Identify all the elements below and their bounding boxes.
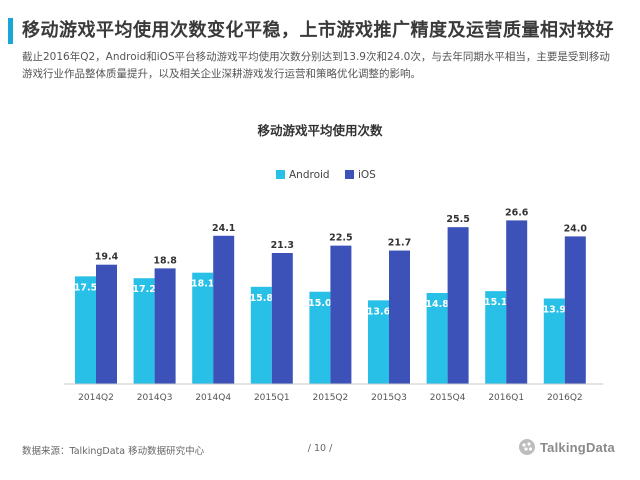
x-tick-2015Q2: 2015Q2	[313, 393, 349, 403]
bar-android-2015Q4	[426, 292, 448, 384]
talkingdata-logo: TalkingData	[518, 437, 615, 457]
bar-ios-2014Q4	[213, 235, 235, 384]
bar-android-2015Q1	[250, 286, 272, 384]
data-label-android-2015Q2: 15.0	[308, 298, 332, 309]
bar-android-2016Q2	[543, 298, 565, 384]
bar-ios-2015Q3	[389, 250, 410, 384]
data-label-android-2015Q1: 15.8	[250, 293, 274, 304]
bar-ios-2014Q3	[154, 268, 176, 384]
data-label-ios-2015Q2: 22.5	[329, 233, 352, 244]
bar-ios-2016Q1	[506, 220, 528, 384]
x-tick-2015Q3: 2015Q3	[371, 393, 407, 403]
logo-text: TalkingData	[540, 439, 615, 455]
data-label-android-2015Q4: 14.8	[425, 299, 449, 310]
data-label-ios-2014Q2: 19.4	[95, 252, 119, 263]
x-axis-ticks: 2014Q2 2014Q3 2014Q4 2015Q1 2015Q2 2015Q3 2015…	[78, 393, 583, 403]
data-source: 数据来源：TalkingData 移动数据研究中心	[22, 446, 205, 457]
bar-ios-2014Q2	[96, 264, 117, 384]
chart-bars: 17.5 19.4 17.2 18.8 18.1 24.1 15.8 21.3 15.0 22.5…	[74, 207, 588, 384]
x-tick-2015Q1: 2015Q1	[254, 393, 290, 403]
data-label-ios-2014Q4: 24.1	[212, 223, 235, 234]
data-label-android-2014Q2: 17.5	[74, 282, 97, 293]
x-tick-2014Q4: 2014Q4	[195, 393, 231, 403]
x-tick-2015Q4: 2015Q4	[430, 393, 466, 403]
bar-android-2015Q2	[309, 291, 331, 384]
data-label-android-2016Q2: 13.9	[543, 305, 566, 316]
title-accent-bar	[8, 18, 13, 44]
page-description: 截止2016年Q2，Android和iOS平台移动游戏平均使用次数分别达到13.…	[22, 51, 610, 80]
data-label-android-2014Q3: 17.2	[132, 284, 155, 295]
bar-android-2014Q4	[192, 272, 214, 384]
legend-swatch-ios	[345, 170, 354, 179]
data-label-ios-2016Q1: 26.6	[505, 207, 529, 218]
legend-label-ios: iOS	[358, 169, 376, 181]
bar-ios-2015Q4	[447, 227, 469, 384]
x-tick-2016Q1: 2016Q1	[488, 393, 524, 403]
page-title: 移动游戏平均使用次数变化平稳，上市游戏推广精度及运营质量相对较好	[22, 20, 614, 41]
legend-swatch-android	[276, 170, 285, 179]
x-tick-2014Q3: 2014Q3	[137, 393, 173, 403]
page-number: / 10 /	[307, 443, 333, 454]
bar-android-2016Q1	[485, 291, 507, 384]
talkingdata-logo-icon	[519, 439, 535, 455]
bar-ios-2015Q1	[271, 253, 293, 384]
data-label-ios-2015Q3: 21.7	[388, 238, 411, 249]
chart-title: 移动游戏平均使用次数	[257, 123, 383, 138]
bar-android-2014Q3	[133, 278, 155, 384]
chart-legend: Android iOS	[276, 169, 376, 181]
bar-ios-2015Q2	[330, 245, 352, 384]
x-tick-2014Q2: 2014Q2	[78, 393, 114, 403]
data-label-android-2015Q3: 13.6	[367, 306, 391, 317]
data-label-ios-2016Q2: 24.0	[564, 223, 588, 234]
data-label-ios-2015Q4: 25.5	[446, 214, 469, 225]
x-tick-2016Q2: 2016Q2	[547, 393, 583, 403]
bar-android-2015Q3	[368, 300, 389, 384]
data-label-android-2016Q1: 15.1	[484, 297, 507, 308]
bar-ios-2016Q2	[564, 236, 586, 384]
data-label-android-2014Q4: 18.1	[191, 279, 214, 290]
data-label-ios-2015Q1: 21.3	[271, 240, 294, 251]
data-label-ios-2014Q3: 18.8	[153, 255, 177, 266]
legend-label-android: Android	[289, 169, 330, 181]
bar-android-2014Q2	[75, 276, 96, 384]
